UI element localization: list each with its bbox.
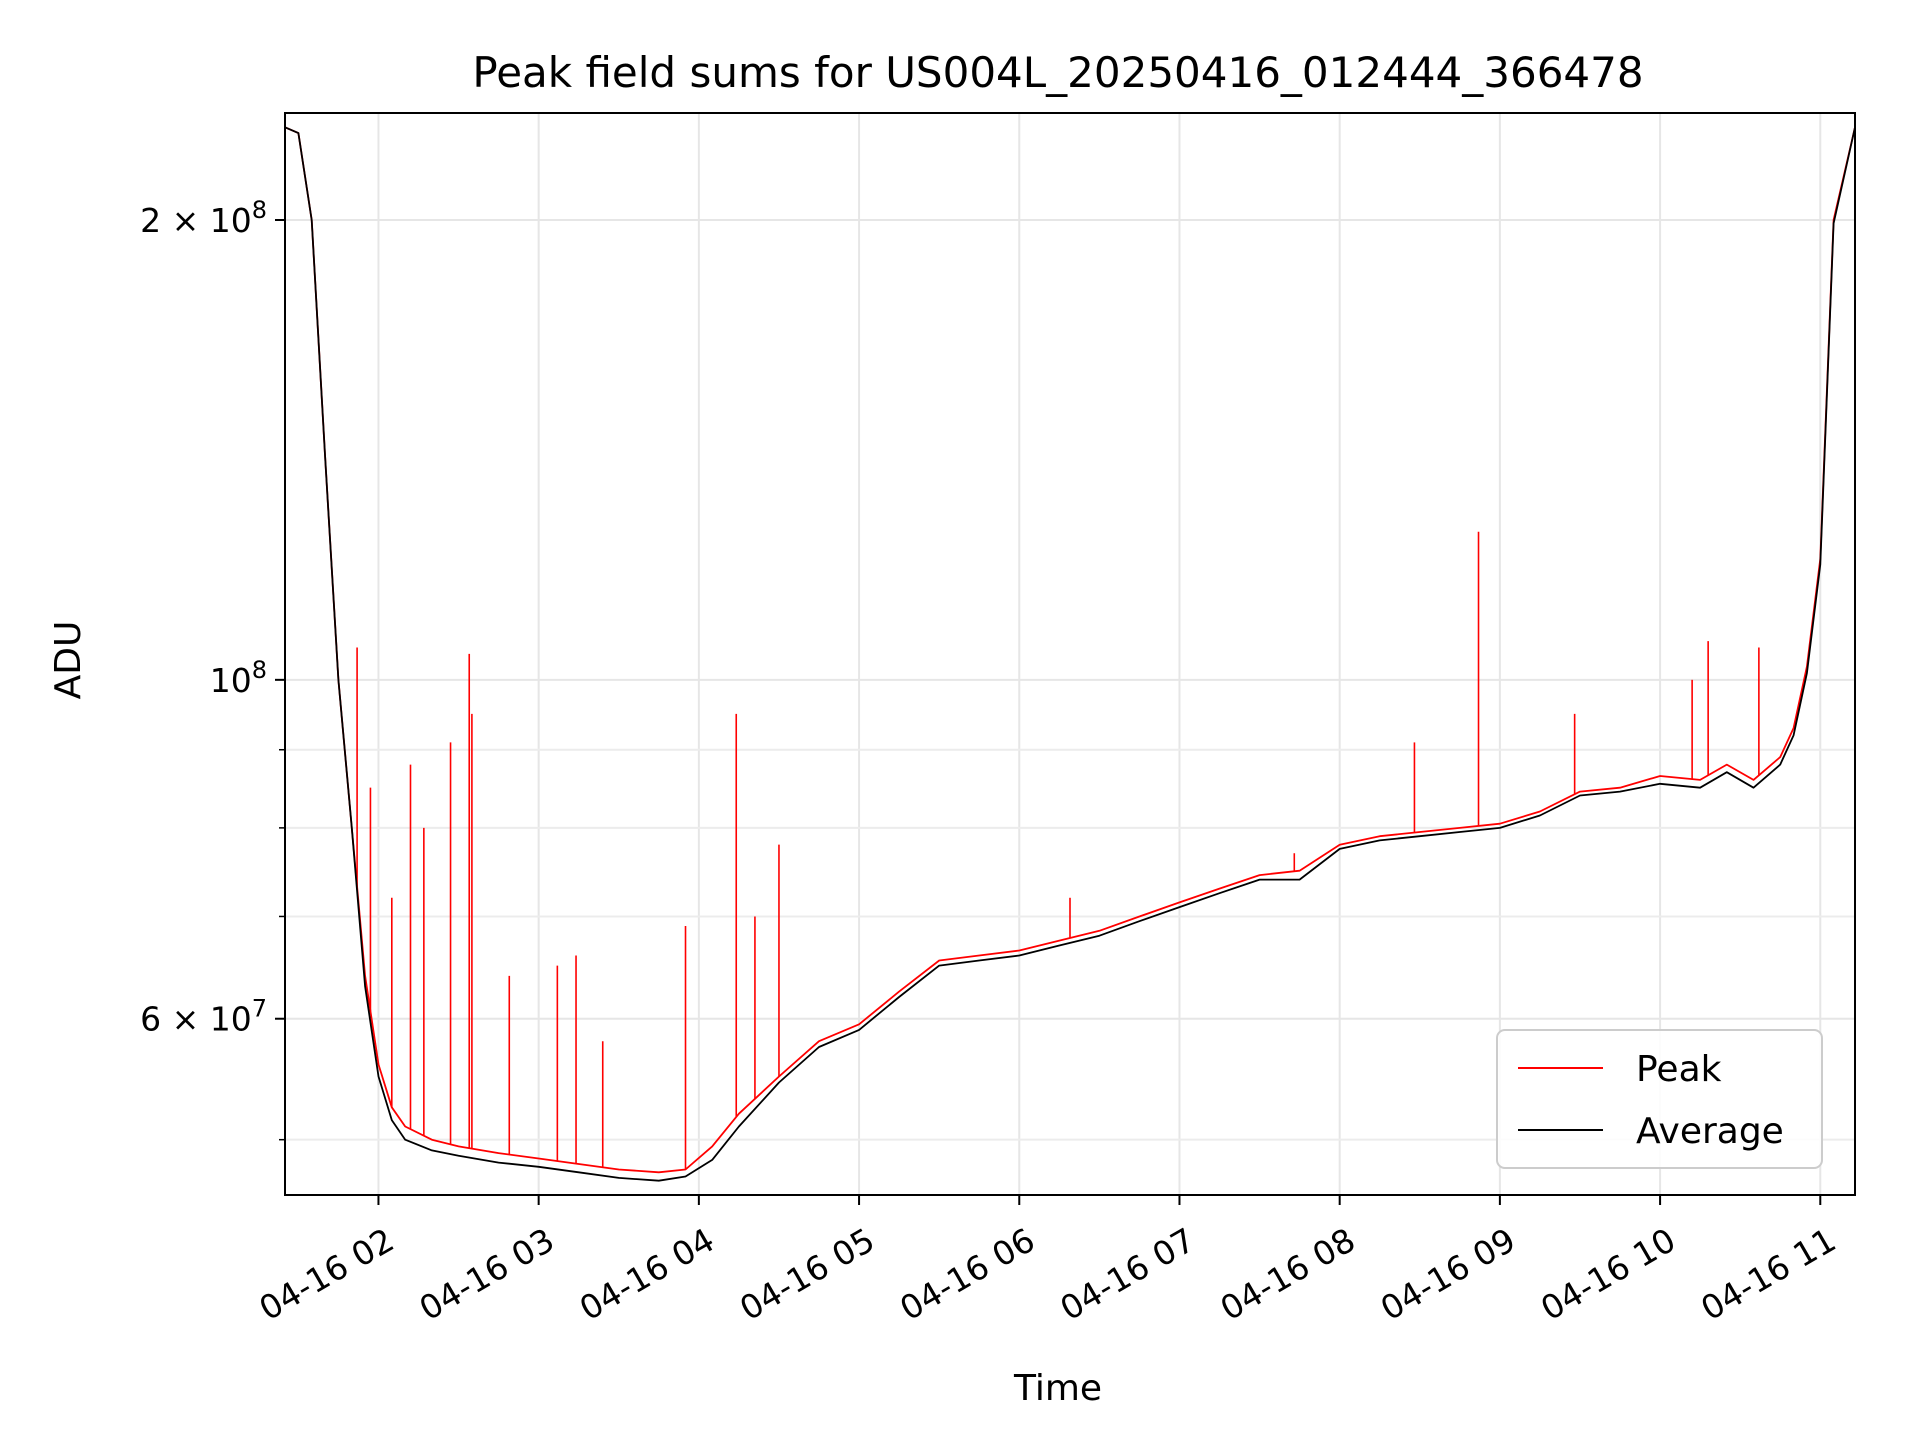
- legend-label-peak: Peak: [1636, 1049, 1722, 1090]
- y-tick-label: 2 × 108: [140, 196, 267, 240]
- legend: Peak Average: [1496, 1029, 1823, 1169]
- x-axis-label: Time: [1013, 1368, 1102, 1409]
- plot-area: [285, 126, 1855, 1182]
- series-line-peak: [285, 126, 1855, 1174]
- series-line-average: [285, 126, 1855, 1182]
- legend-box: [1496, 1029, 1823, 1169]
- y-tick-label: 108: [210, 656, 267, 700]
- y-tick-label: 6 × 107: [140, 995, 267, 1039]
- y-axis-label: ADU: [48, 621, 89, 700]
- plot-frame: [284, 112, 1856, 1196]
- legend-label-average: Average: [1636, 1111, 1784, 1152]
- chart-title: Peak field sums for US004L_20250416_0124…: [472, 48, 1643, 97]
- plot-series: [285, 126, 1855, 1182]
